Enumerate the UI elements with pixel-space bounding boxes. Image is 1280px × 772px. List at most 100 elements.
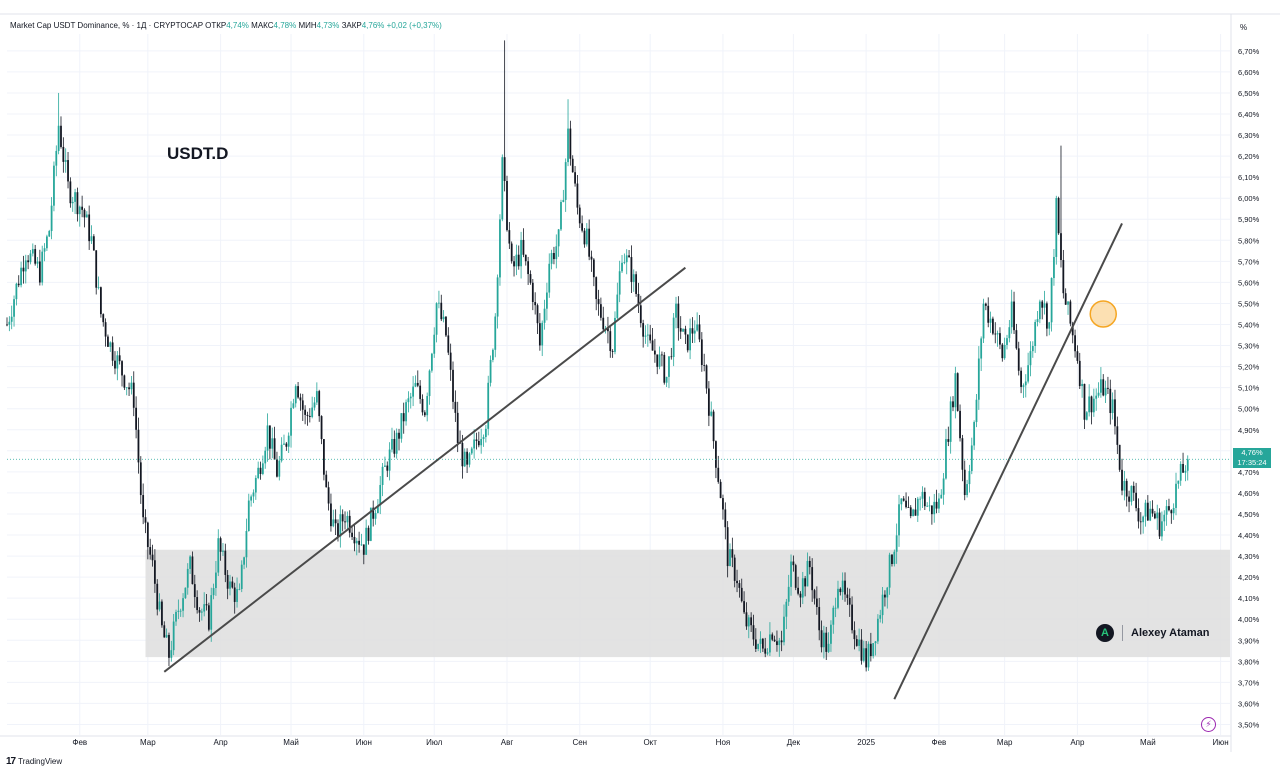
candle-body [332,519,335,527]
candle-body [736,580,738,584]
candle-body [935,501,938,509]
candle-body [398,432,400,439]
open-label: ОТКР [205,21,227,30]
candle-body [165,634,168,638]
candle-body [642,323,645,337]
candle-body [128,387,130,390]
candle-body [1046,303,1048,329]
candle-body [1081,383,1084,387]
candle-body [57,125,60,151]
candle-body [376,505,379,514]
x-tick-label: Авг [501,738,514,747]
candle-body [592,259,595,278]
candle-body [285,443,288,447]
y-tick-label: 5,20% [1238,363,1260,372]
candle-body [602,317,605,330]
candle-body [907,507,910,508]
candle-body [820,630,823,648]
candle-body [271,438,274,449]
candle-body [1062,260,1065,294]
candle-body [447,335,450,353]
candle-body [1163,514,1166,522]
candle-body [787,586,790,602]
price-scale-unit[interactable]: % [1240,23,1248,32]
y-tick-label: 5,00% [1238,405,1260,414]
candle-body [848,597,851,605]
candle-body [618,271,621,295]
candle-body [1121,469,1123,491]
candle-body [97,287,100,289]
chart-annotation-text[interactable]: USDT.D [167,144,229,163]
candle-body [1102,379,1105,396]
candle-body [790,561,792,587]
candle-body [257,467,260,479]
candle-body [449,352,452,370]
symbol-title[interactable]: Market Cap USDT Dominance, % · 1Д · CRYP… [10,21,203,30]
y-tick-label: 4,10% [1238,594,1260,603]
candle-body [614,317,616,352]
candle-body [245,530,248,558]
candle-body [224,550,227,575]
candle-body [679,328,682,332]
candle-body [69,181,72,204]
candle-body [412,386,415,397]
candle-body [477,441,480,446]
tradingview-logo[interactable]: 17 TradingView [6,756,62,767]
y-tick-label: 6,30% [1238,131,1260,140]
candle-body [15,283,18,300]
candle-body [616,294,619,318]
candle-body [1010,301,1013,328]
candle-body [290,407,292,436]
candle-body [76,192,79,215]
candle-body [999,333,1001,345]
bolt-icon[interactable]: ⚡ [1201,717,1216,732]
candle-body [766,652,769,654]
candle-body [313,402,316,408]
candle-body [513,261,515,267]
candle-body [114,360,116,369]
candle-body [99,287,102,315]
y-tick-label: 6,40% [1238,110,1260,119]
candle-body [1099,379,1102,393]
y-tick-label: 4,30% [1238,552,1260,561]
candle-body [832,607,835,625]
candle-body [609,331,612,351]
candle-body [203,604,206,612]
candle-body [541,322,544,346]
candle-body [501,157,504,220]
candle-body [891,554,893,565]
candle-body [628,255,630,258]
candle-body [315,391,318,403]
candle-body [982,303,985,339]
candle-body [738,583,741,588]
candle-body [1182,464,1184,473]
candle-body [815,598,818,608]
y-tick-label: 5,40% [1238,321,1260,330]
candle-body [754,639,757,649]
candle-body [1022,385,1025,387]
candle-body [416,382,419,386]
candle-body [177,610,180,612]
x-tick-label: Июн [356,738,372,747]
candle-body [1031,346,1034,352]
candle-body [707,388,710,416]
candle-body [137,429,140,463]
candle-body [1078,360,1081,387]
candle-body [344,521,346,523]
candle-body [987,305,990,323]
candle-body [83,209,86,218]
candle-body [670,356,673,358]
candle-body [668,356,670,377]
candle-body [367,527,370,541]
y-tick-label: 6,10% [1238,173,1260,182]
candle-body [675,303,677,318]
candle-body [297,386,299,398]
candle-body [546,292,548,309]
candle-body [24,260,27,272]
candle-body [698,324,701,340]
candle-body [369,507,372,541]
candle-body [740,587,743,602]
candle-body [1001,344,1004,359]
candle-body [1111,399,1114,414]
